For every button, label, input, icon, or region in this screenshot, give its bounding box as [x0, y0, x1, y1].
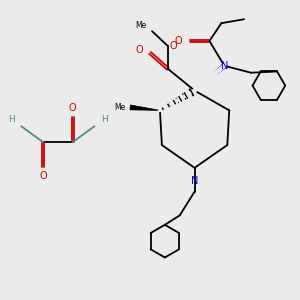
Text: Me: Me — [114, 103, 125, 112]
Text: N: N — [191, 176, 198, 186]
Text: O: O — [39, 171, 47, 181]
Polygon shape — [130, 105, 160, 110]
Text: N: N — [220, 61, 228, 71]
Text: O: O — [69, 103, 76, 113]
Text: O: O — [135, 45, 143, 55]
Text: H: H — [8, 115, 15, 124]
Polygon shape — [195, 64, 226, 91]
Text: H: H — [101, 115, 108, 124]
Text: O: O — [174, 36, 182, 46]
Text: O: O — [170, 41, 177, 51]
Text: Me: Me — [135, 21, 146, 30]
